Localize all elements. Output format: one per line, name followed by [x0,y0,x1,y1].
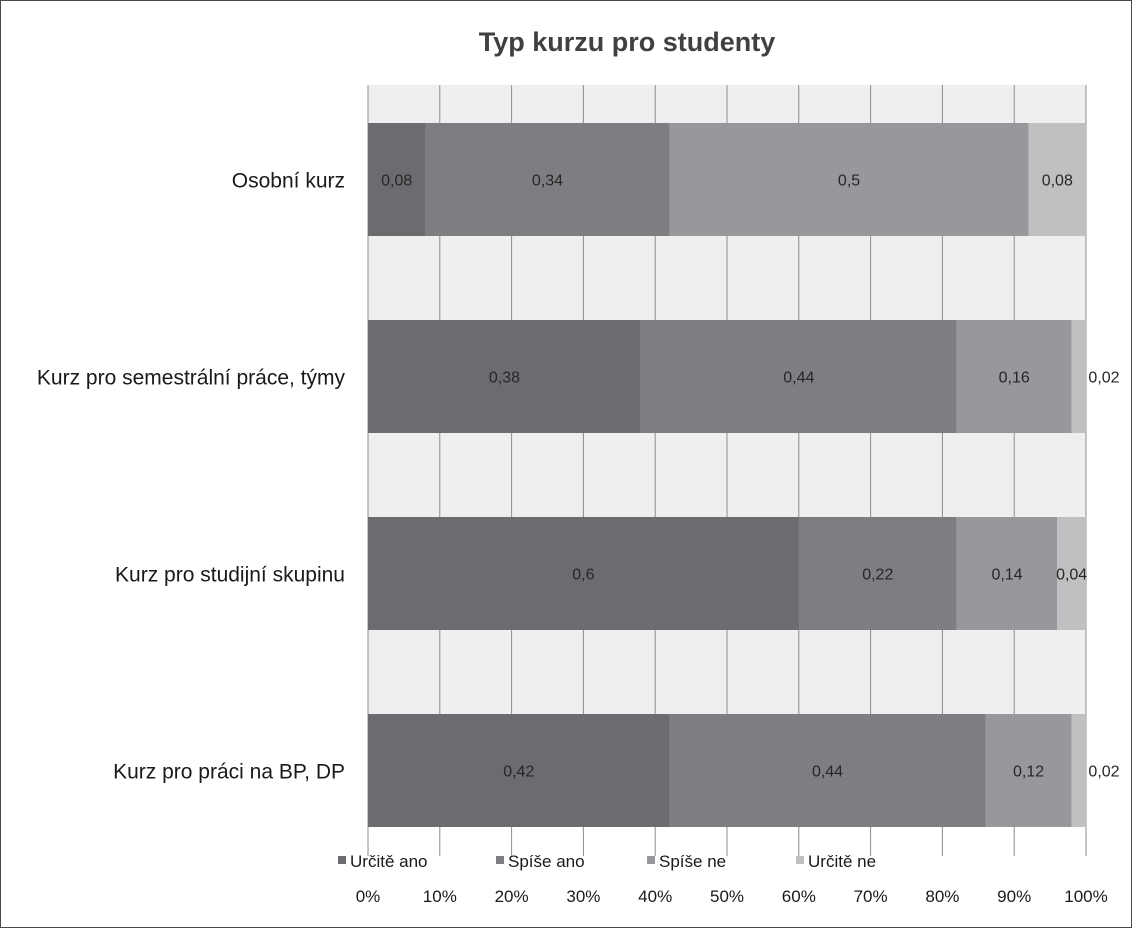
bar-segment [640,320,957,433]
bar-segment [1028,123,1086,236]
data-label: 0,6 [572,567,594,584]
legend-label: Spíše ano [508,852,585,871]
bar-segment [669,714,986,827]
x-tick-label: 10% [423,887,457,906]
data-label: 0,5 [838,173,860,190]
x-tick-label: 90% [997,887,1031,906]
bar-segment [368,320,641,433]
data-label: 0,22 [862,567,893,584]
bar-segment [368,714,670,827]
chart-title: Typ kurzu pro studenty [479,27,776,57]
bar-segment [798,517,957,630]
x-tick-label: 0% [356,887,381,906]
category-label: Kurz pro práci na BP, DP [113,761,345,784]
x-tick-label: 80% [925,887,959,906]
legend-label: Určitě ne [808,852,876,871]
x-tick-label: 60% [782,887,816,906]
legend-swatch [647,856,655,864]
bar-segment [1057,517,1086,630]
data-label: 0,12 [1013,764,1044,781]
data-label: 0,34 [532,173,563,190]
data-label: 0,42 [503,764,534,781]
category-label: Osobní kurz [232,170,345,193]
data-label: 0,04 [1056,567,1087,584]
category-label: Kurz pro studijní skupinu [115,564,345,587]
bar-segment [956,517,1058,630]
legend-swatch [796,856,804,864]
bar-segment [985,714,1072,827]
bar-segment [425,123,670,236]
x-tick-label: 100% [1064,887,1107,906]
x-tick-label: 70% [854,887,888,906]
x-tick-label: 50% [710,887,744,906]
legend-swatch [496,856,504,864]
legend-label: Určitě ano [350,852,427,871]
bar-segment [368,517,799,630]
data-label: 0,08 [381,173,412,190]
x-tick-label: 20% [495,887,529,906]
bar-segment [669,123,1029,236]
bar-segment [1071,714,1086,827]
data-label: 0,02 [1088,764,1119,781]
data-label: 0,08 [1042,173,1073,190]
data-label: 0,44 [812,764,843,781]
x-tick-label: 40% [638,887,672,906]
data-label: 0,16 [999,370,1030,387]
data-label: 0,02 [1088,370,1119,387]
data-label: 0,44 [783,370,814,387]
legend-swatch [338,856,346,864]
data-label: 0,38 [489,370,520,387]
data-label: 0,14 [991,567,1022,584]
x-tick-label: 30% [566,887,600,906]
category-label: Kurz pro semestrální práce, týmy [37,367,346,390]
legend-label: Spíše ne [659,852,726,871]
bar-segment [1071,320,1086,433]
bar-segment [368,123,426,236]
bar-segment [956,320,1072,433]
